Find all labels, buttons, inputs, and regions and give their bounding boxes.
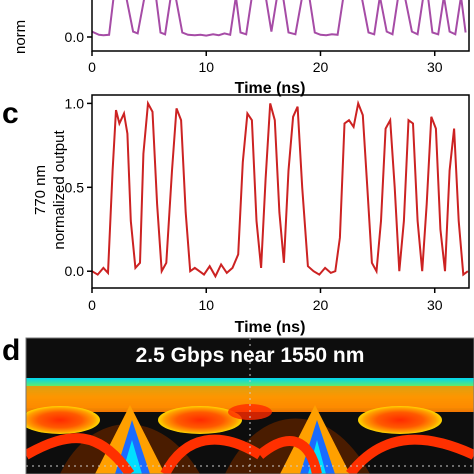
top-xtick-label: 30 xyxy=(427,59,443,75)
top-xtick-label: 0 xyxy=(88,59,96,75)
panel-c-letter: c xyxy=(2,97,19,130)
top-xtick-label: 20 xyxy=(313,59,329,75)
top-xtick-label: 10 xyxy=(198,59,214,75)
panel-d-letter: d xyxy=(2,334,20,367)
panel-c-series-line xyxy=(91,99,469,279)
panel-d: d xyxy=(2,334,474,474)
panel-c: c 770 nm normalized output 0.0 0.5 1.0 0 10… xyxy=(2,94,470,336)
panel-c-xtick-label: 30 xyxy=(427,297,443,313)
eye-diagram xyxy=(26,338,474,474)
panel-c-xtick-label: 0 xyxy=(88,297,96,313)
panel-c-ytick-label: 0.5 xyxy=(65,179,85,195)
panel-d-title: 2.5 Gbps near 1550 nm xyxy=(136,344,365,367)
top-plot-frame xyxy=(91,0,470,52)
panel-c-plot-frame xyxy=(91,94,470,289)
panel-c-ytick-label: 0.0 xyxy=(65,263,85,279)
panel-c-xlabel: Time (ns) xyxy=(235,319,306,336)
top-series-line xyxy=(91,0,467,37)
panel-c-ylabel-line1: 770 nm xyxy=(32,165,49,215)
panel-c-xtick-label: 10 xyxy=(198,297,214,313)
top-ytick-label: 0.0 xyxy=(65,29,85,45)
panel-c-xtick-label: 20 xyxy=(313,297,329,313)
top-ylabel: norm xyxy=(12,20,29,54)
top-xlabel: Time (ns) xyxy=(235,80,306,97)
top-panel: norm 0.0 0 10 20 30 Time (ns) xyxy=(12,0,470,97)
panel-c-ylabel-line2: normalized output xyxy=(51,130,68,250)
panel-c-ytick-label: 1.0 xyxy=(65,95,85,111)
